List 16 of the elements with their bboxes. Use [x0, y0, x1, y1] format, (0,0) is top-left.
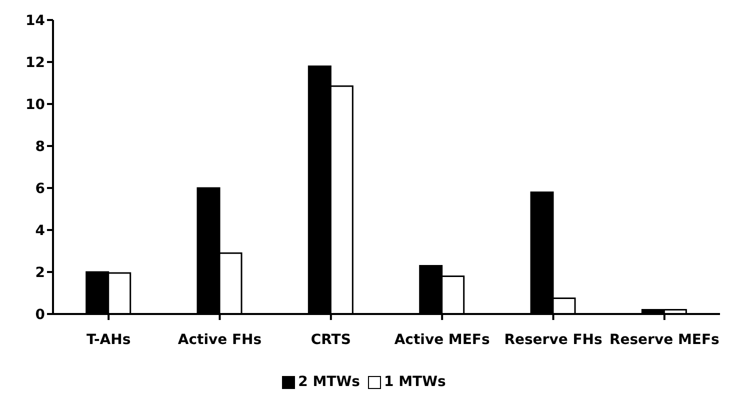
legend-label: 1 MTWs: [384, 374, 446, 390]
x-tick-label: Active MEFs: [394, 332, 490, 348]
y-tick-label: 6: [35, 180, 45, 197]
x-tick-label: T-AHs: [86, 332, 131, 348]
y-tick-label: 2: [35, 264, 45, 281]
y-tick-label: 14: [26, 12, 46, 29]
x-tick-label: Active FHs: [178, 332, 262, 348]
legend-label: 2 MTWs: [298, 374, 360, 390]
x-tick-label: CRTS: [310, 332, 351, 348]
y-tick-label: 0: [35, 306, 46, 323]
y-tick-label: 4: [35, 222, 46, 239]
y-tick-label: 8: [35, 138, 45, 155]
y-tick-label: 12: [26, 54, 45, 71]
y-tick-label: 10: [26, 96, 46, 113]
x-tick-label: Reserve FHs: [504, 332, 602, 348]
x-tick-label: Reserve MEFs: [609, 332, 720, 348]
